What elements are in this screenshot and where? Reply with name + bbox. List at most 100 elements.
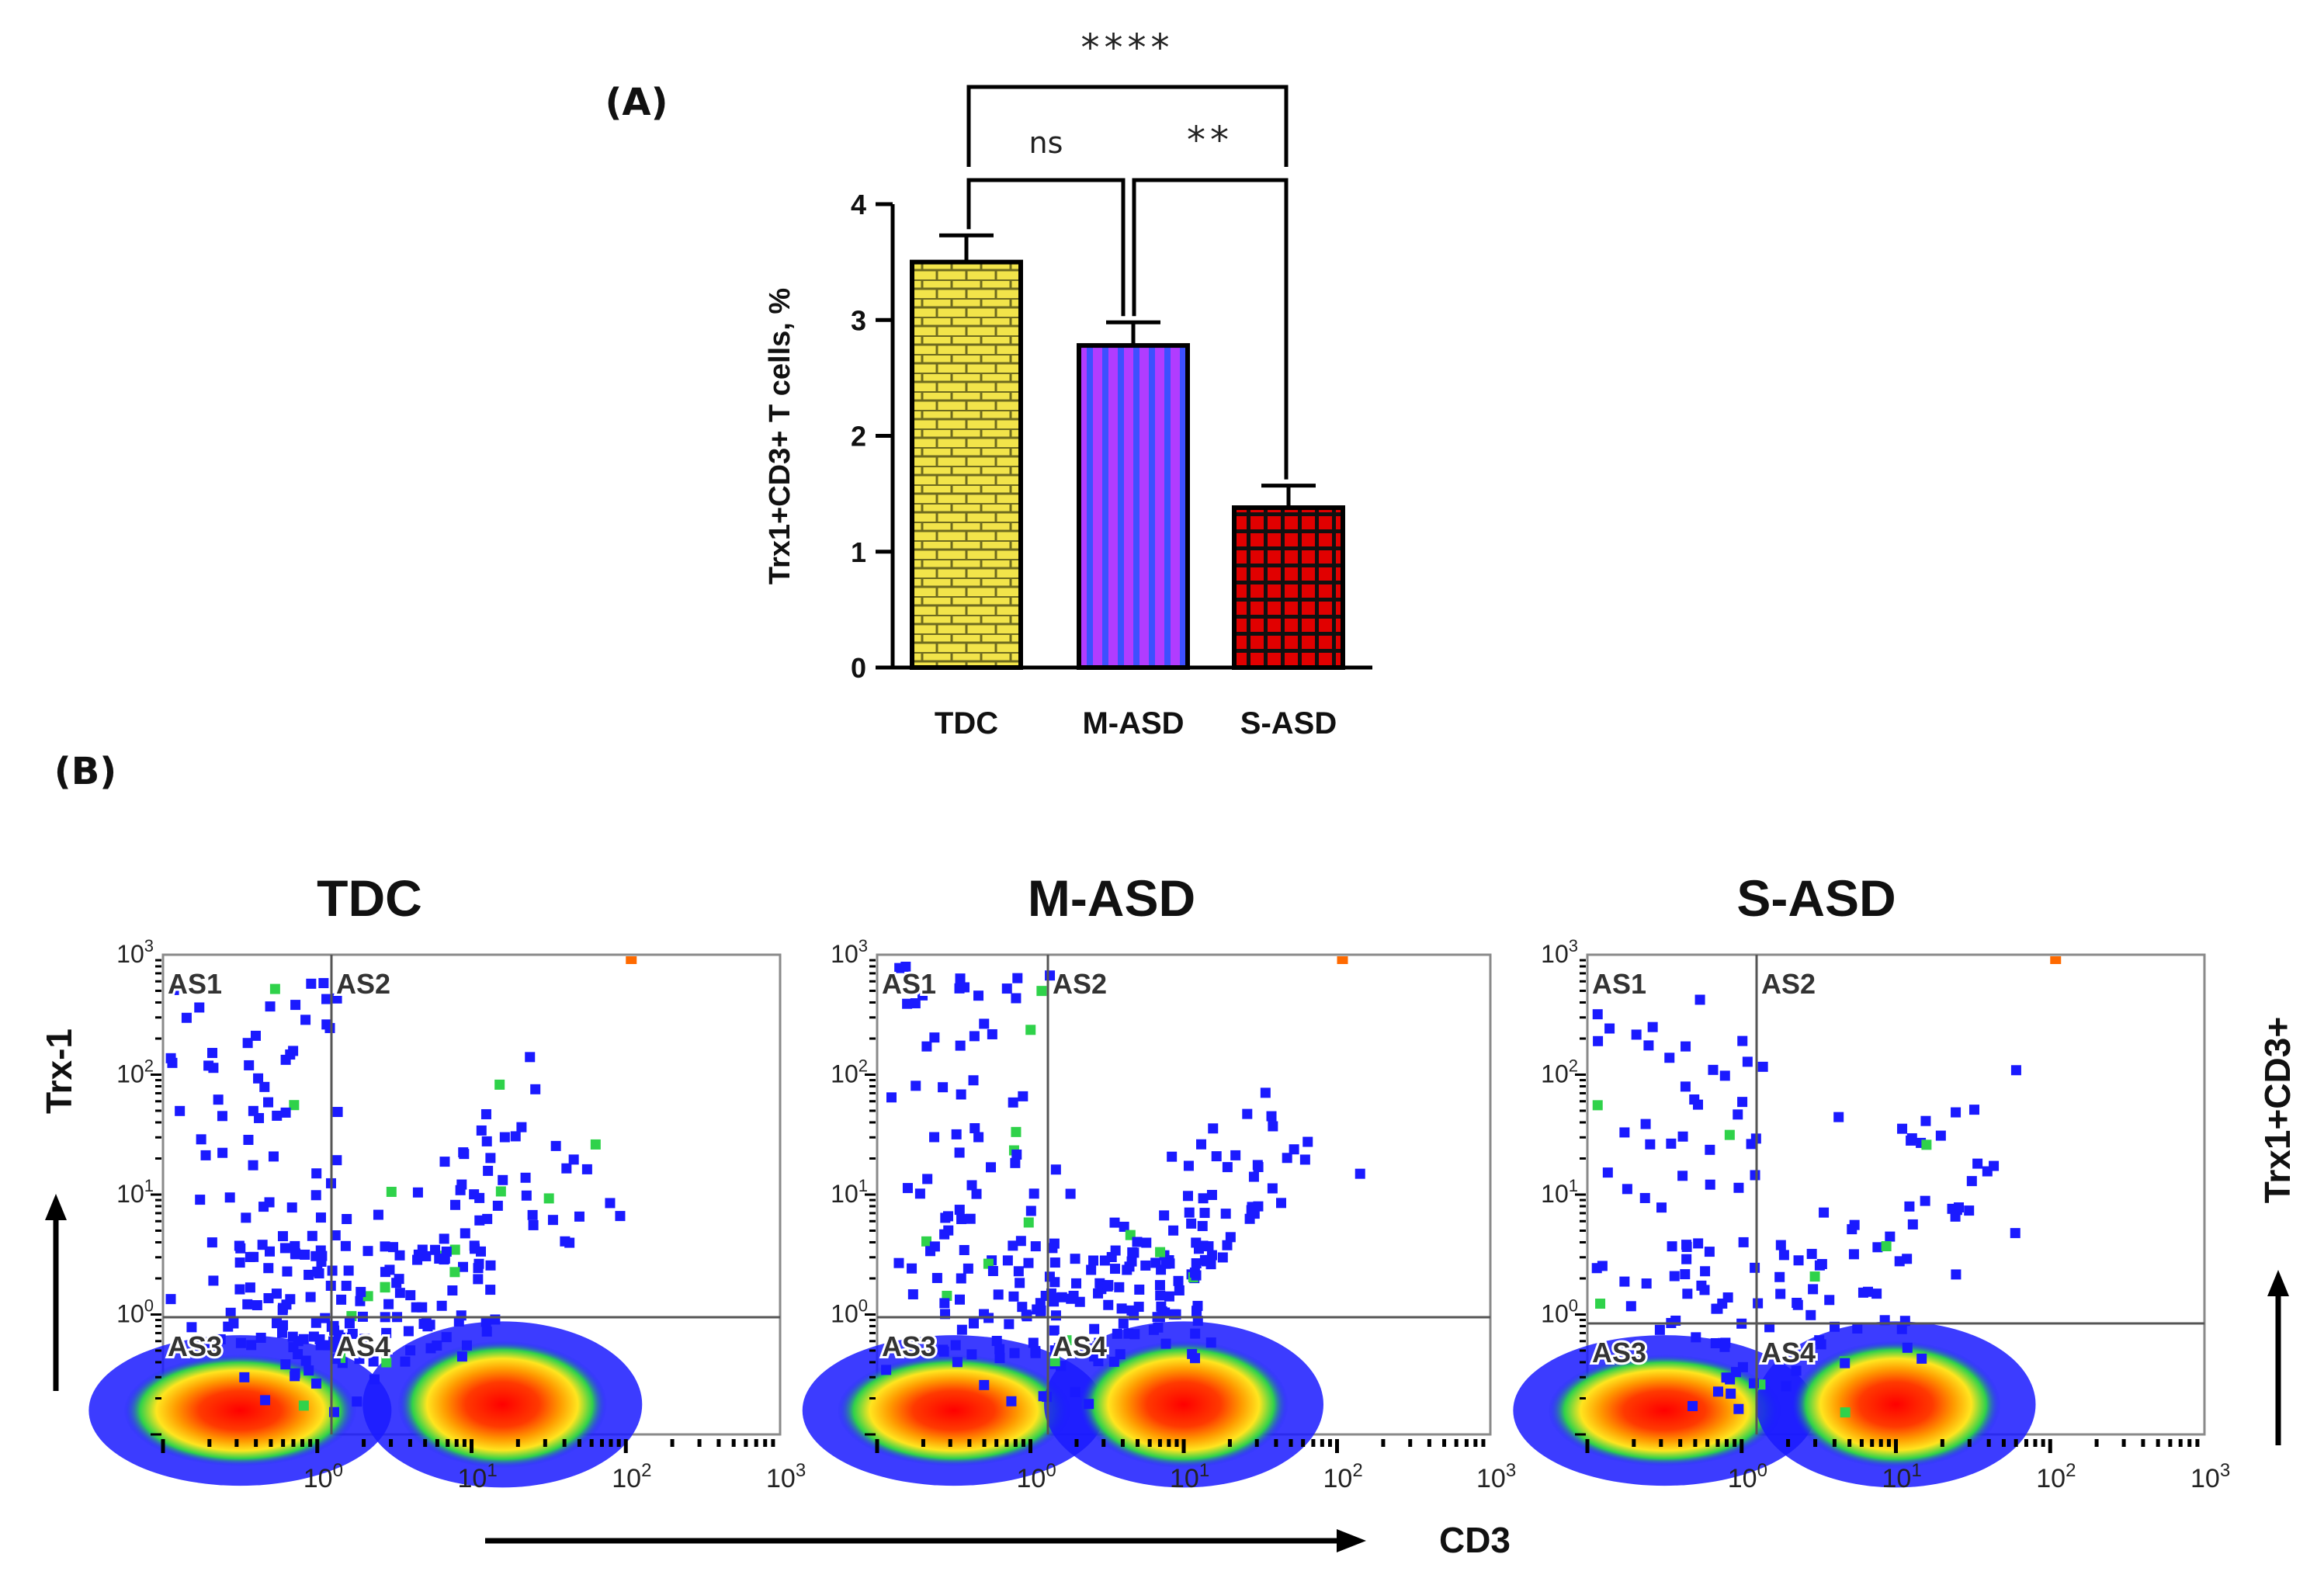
event-dot [1862,1286,1873,1297]
event-dot [1011,1149,1022,1160]
event-dot [1118,1318,1129,1329]
event-dot [330,1230,341,1241]
event-dot [224,1192,235,1203]
event-dot [902,1183,913,1194]
event-dot [1030,1241,1041,1252]
event-dot [1840,1407,1851,1418]
event-dot [1647,1021,1658,1032]
event-dot [969,1031,980,1042]
y-tick-label: 4 [851,189,866,220]
event-dot [1089,1351,1100,1361]
event-dot [1191,1270,1202,1281]
event-dot [312,1266,323,1277]
event-dot [1954,1202,1965,1213]
gate-label: AS4 [1053,1330,1107,1362]
event-dot [1191,1258,1202,1269]
event-dot [310,1190,321,1201]
event-dot [1951,1107,1962,1118]
event-dot [1722,1292,1733,1303]
event-dot [1211,1151,1222,1162]
event-dot [1809,1271,1820,1282]
event-dot [1191,1307,1202,1318]
x-tick-label: 101 [1882,1460,1922,1493]
plot-title-m-asd: M-ASD [1028,869,1195,927]
event-dot [368,1356,379,1367]
event-dot [956,1273,966,1284]
event-dot [1691,1332,1701,1343]
event-dot [979,1018,990,1029]
event-dot [300,1249,310,1260]
event-dot [1778,1250,1789,1261]
event-dot [510,1131,521,1142]
event-dot [411,1302,421,1313]
event-dot [1119,1221,1129,1232]
event-dot [355,1295,366,1306]
event-dot [234,1284,245,1295]
event-dot [955,973,966,984]
event-dot [965,1213,976,1224]
event-dot [1035,1305,1046,1316]
event-dot [2010,1228,2020,1239]
event-dot [1220,1209,1231,1219]
gate-label: AS3 [882,1330,936,1362]
event-dot [954,1205,965,1216]
event-dot [290,1000,301,1011]
event-dot [260,1395,271,1406]
event-dot [1182,1191,1193,1202]
event-dot [516,1122,527,1132]
event-dot [1753,1298,1764,1309]
event-dot [568,1154,579,1165]
event-dot [1006,1396,1017,1406]
event-dot [1268,1121,1278,1132]
event-dot [206,1237,217,1248]
event-dot [1793,1255,1804,1266]
event-dot [405,1290,416,1301]
event-dot [966,1349,977,1360]
event-dot [1174,1285,1185,1295]
event-dot [380,1282,390,1292]
event-dot [1982,1166,1993,1177]
event-dot [1619,1276,1630,1287]
event-dot [1036,986,1047,997]
event-dot [373,1209,383,1220]
panel-label-a: (A) [605,81,668,124]
event-dot [1086,1264,1097,1275]
event-dot [968,1318,979,1329]
event-dot [1009,1347,1020,1358]
event-dot [359,1334,370,1344]
event-dot [430,1244,441,1255]
event-dot [331,1155,342,1166]
y-tick-label: 102 [116,1056,154,1088]
significance-brackets: ns ****** [966,26,1289,480]
event-dot [165,1053,176,1063]
event-dot [300,1355,311,1366]
event-dot [1656,1202,1667,1213]
up-arrow-right [2267,1270,2289,1445]
event-dot [1167,1151,1178,1162]
event-dot [246,1340,257,1351]
event-dot [417,1244,428,1255]
event-dot [1049,1277,1060,1288]
event-dot [973,990,984,1001]
event-dot [994,1353,1005,1364]
event-dot [455,1184,466,1195]
event-dot [1667,1241,1677,1252]
event-dot [925,1246,936,1257]
event-dot [263,1292,274,1303]
event-dot [248,1251,259,1262]
event-dot [492,1200,503,1211]
density-cluster [123,1354,357,1467]
event-dot [340,1240,351,1251]
y-ticks: 100 101 102 103 [831,936,876,1436]
event-dot [1217,1252,1228,1263]
event-dot [2010,1065,2021,1076]
event-dot [1757,1061,1768,1072]
density-cluster [397,1341,608,1469]
event-dot [1619,1127,1630,1138]
event-dot [394,1274,404,1285]
event-dot [1750,1170,1760,1181]
event-dot [450,1199,461,1210]
event-dot [1920,1195,1930,1206]
